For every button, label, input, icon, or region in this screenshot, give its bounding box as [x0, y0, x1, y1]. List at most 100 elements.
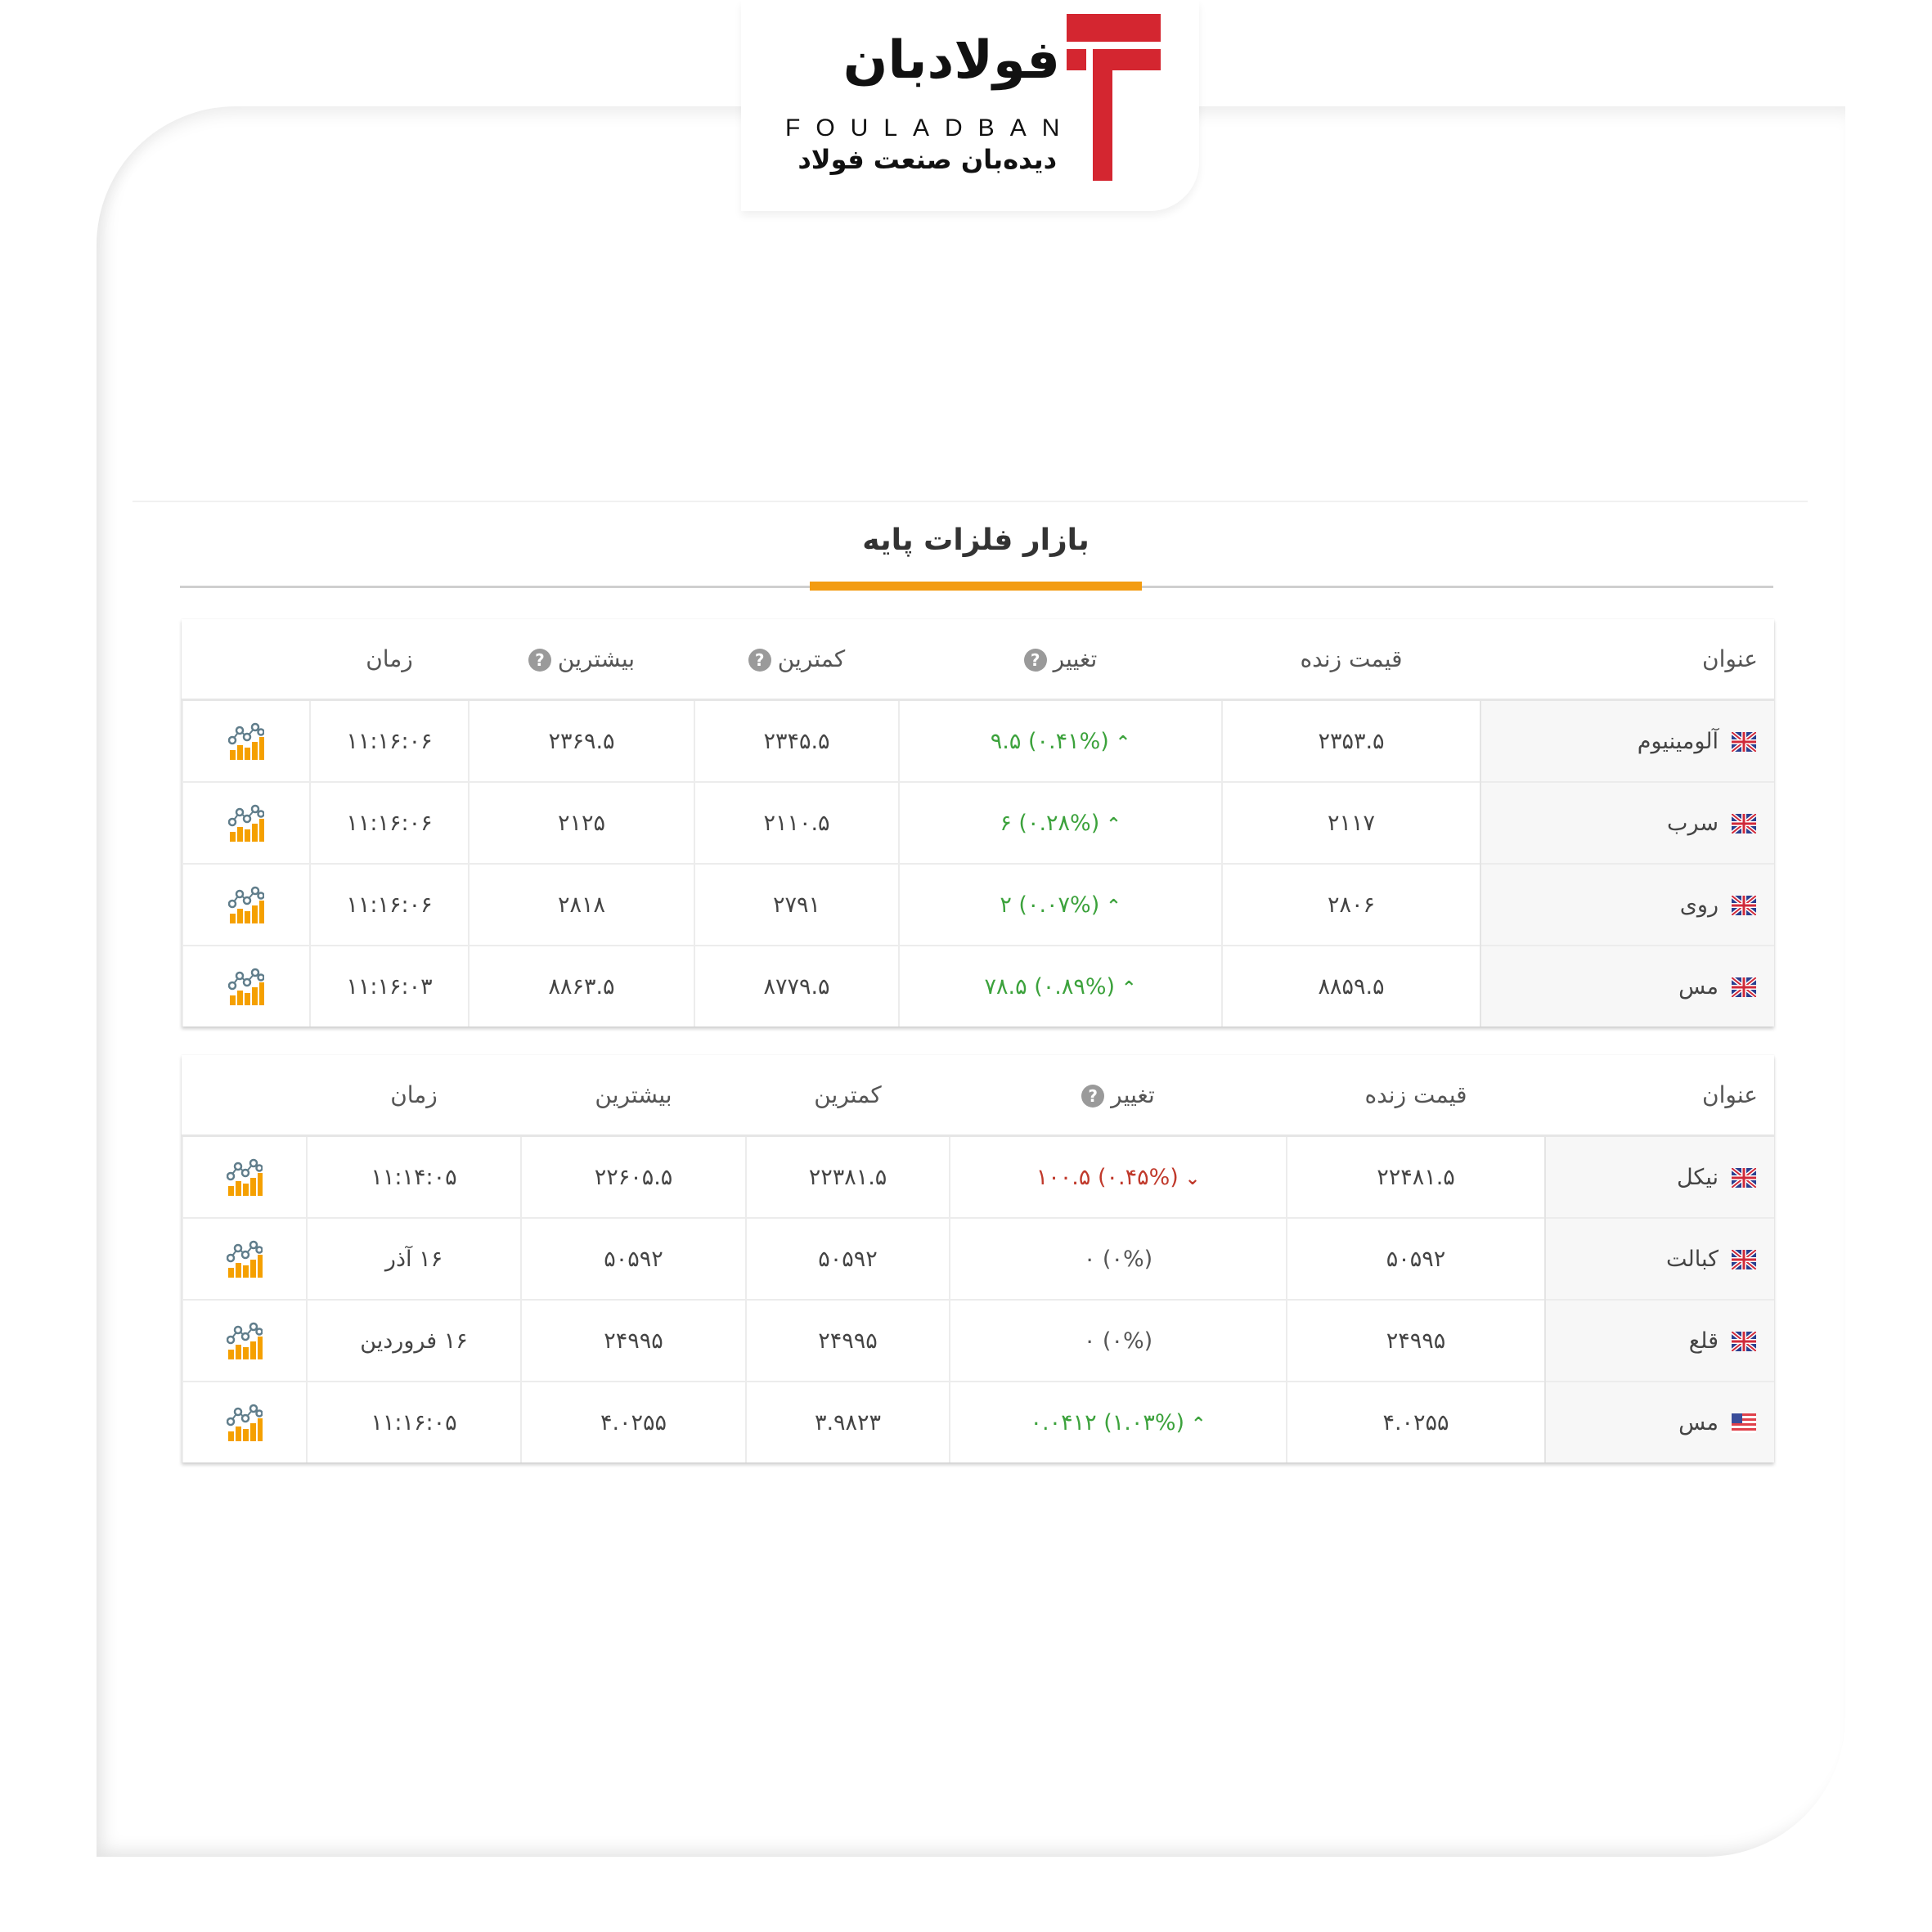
logo-tagline: دیده‌بان صنعت فولاد	[798, 144, 1057, 175]
chart-cell	[182, 863, 310, 946]
column-header-time: زمان	[307, 1055, 521, 1137]
table-row[interactable]: مس ۸۸۵۹.۵ ۷۸.۵ (۰.۸۹%) ⌃ ۸۷۷۹.۵ ۸۸۶۳.۵ ۱۱…	[182, 945, 1774, 1027]
table-row[interactable]: قلع ۲۴۹۹۵ ۰ (۰%) ۲۴۹۹۵ ۲۴۹۹۵ ۱۶ فروردین	[182, 1299, 1774, 1382]
column-header-chart	[182, 1055, 307, 1137]
uk-flag-icon	[1730, 894, 1758, 917]
column-header-label: قیمت زنده	[1300, 645, 1403, 672]
min-price: ۲۳۴۵.۵	[694, 699, 899, 782]
metal-name-cell: مس	[1480, 945, 1774, 1027]
uk-flag-icon	[1730, 1248, 1758, 1271]
metal-name-cell: نیکل	[1544, 1134, 1774, 1218]
change-cell: ۲ (۰.۰۷%) ⌃	[898, 863, 1222, 946]
help-icon[interactable]: ?	[528, 649, 551, 672]
change-value: ۷۸.۵ (۰.۸۹%)	[984, 973, 1116, 1000]
update-time: ۱۱:۱۶:۰۶	[309, 781, 469, 864]
column-header-label: تغییر	[1053, 645, 1098, 672]
update-time: ۱۶ آذر	[306, 1217, 521, 1300]
us-flag-icon	[1732, 1413, 1756, 1433]
change-cell: ۱۰۰.۵ (۰.۴۵%) ⌄	[949, 1134, 1287, 1218]
update-time: ۱۱:۱۶:۰۶	[309, 863, 469, 946]
metal-name-cell: قلع	[1544, 1299, 1774, 1382]
help-icon[interactable]: ?	[748, 649, 771, 672]
max-price: ۸۸۶۳.۵	[468, 945, 694, 1027]
metal-name: سرب	[1667, 810, 1719, 836]
logo-mark	[1093, 70, 1112, 181]
chart-icon[interactable]	[227, 968, 265, 1005]
arrow-up-icon: ⌃	[1106, 896, 1121, 917]
change-value: ۱۰۰.۵ (۰.۴۵%)	[1036, 1164, 1179, 1190]
change-value: ۹.۵ (۰.۴۱%)	[990, 728, 1109, 754]
column-header-title: عنوان	[1545, 1055, 1774, 1137]
max-price: ۵۰۵۹۲	[520, 1217, 746, 1300]
change-value: ۰ (۰%)	[1083, 1246, 1153, 1272]
min-price: ۲۴۹۹۵	[745, 1299, 950, 1382]
change-cell: ۹.۵ (۰.۴۱%) ⌃	[898, 699, 1222, 782]
table-row[interactable]: کبالت ۵۰۵۹۲ ۰ (۰%) ۵۰۵۹۲ ۵۰۵۹۲ ۱۶ آذر	[182, 1217, 1774, 1300]
live-price: ۵۰۵۹۲	[1286, 1217, 1545, 1300]
min-price: ۳.۹۸۲۳	[745, 1381, 950, 1462]
logo-persian-wordmark: فولادبان	[842, 30, 1060, 91]
active-tab-indicator	[810, 582, 1142, 591]
column-header-title: عنوان	[1480, 619, 1774, 701]
arrow-up-icon: ⌃	[1191, 1413, 1206, 1435]
table-row[interactable]: آلومینیوم ۲۳۵۳.۵ ۹.۵ (۰.۴۱%) ⌃ ۲۳۴۵.۵ ۲۳۶…	[182, 699, 1774, 782]
table-row[interactable]: سرب ۲۱۱۷ ۶ (۰.۲۸%) ⌃ ۲۱۱۰.۵ ۲۱۲۵ ۱۱:۱۶:۰۶	[182, 781, 1774, 864]
table-row[interactable]: روی ۲۸۰۶ ۲ (۰.۰۷%) ⌃ ۲۷۹۱ ۲۸۱۸ ۱۱:۱۶:۰۶	[182, 863, 1774, 946]
table-row[interactable]: نیکل ۲۲۴۸۱.۵ ۱۰۰.۵ (۰.۴۵%) ⌄ ۲۲۳۸۱.۵ ۲۲۶۰…	[182, 1134, 1774, 1218]
logo-english-wordmark: FOULADBAN	[785, 115, 1076, 142]
chart-icon[interactable]	[227, 722, 265, 760]
metals-table-2: عنوان قیمت زنده تغییر? کمترین بیشترین زمان نی…	[182, 1055, 1774, 1462]
live-price: ۸۸۵۹.۵	[1221, 945, 1480, 1027]
chart-cell	[182, 1381, 307, 1462]
table-row[interactable]: مس ۴.۰۲۵۵ ۰.۰۴۱۲ (۱.۰۳%) ⌃ ۳.۹۸۲۳ ۴.۰۲۵۵ …	[182, 1381, 1774, 1462]
chart-icon[interactable]	[227, 804, 265, 842]
chart-cell	[182, 781, 310, 864]
update-time: ۱۱:۱۶:۰۶	[309, 699, 469, 782]
live-price: ۲۲۴۸۱.۵	[1286, 1134, 1545, 1218]
column-header-label: کمترین	[814, 1081, 882, 1108]
metal-name-cell: مس	[1544, 1381, 1774, 1462]
column-header-min: کمترین?	[694, 619, 899, 701]
column-header-label: زمان	[366, 645, 413, 672]
arrow-up-icon: ⌃	[1106, 814, 1121, 835]
change-value: ۰ (۰%)	[1083, 1328, 1153, 1354]
metal-name: کبالت	[1666, 1246, 1719, 1272]
logo-mark	[1093, 49, 1161, 70]
chart-icon[interactable]	[226, 1404, 263, 1441]
fouladban-logo: فولادبان FOULADBAN دیده‌بان صنعت فولاد	[741, 0, 1199, 211]
column-header-label: زمان	[390, 1081, 438, 1108]
metal-name-cell: سرب	[1480, 781, 1774, 864]
change-cell: ۶ (۰.۲۸%) ⌃	[898, 781, 1222, 864]
column-header-label: بیشترین	[557, 645, 636, 672]
chart-icon[interactable]	[226, 1158, 263, 1196]
section-title: بازار فلزات پایه	[862, 523, 1090, 557]
uk-flag-icon	[1730, 812, 1758, 835]
metal-name-cell: روی	[1480, 863, 1774, 946]
help-icon[interactable]: ?	[1081, 1085, 1105, 1108]
metal-name: مس	[1678, 1409, 1719, 1436]
chart-icon[interactable]	[226, 1240, 263, 1278]
min-price: ۵۰۵۹۲	[745, 1217, 950, 1300]
column-header-price: قیمت زنده	[1222, 619, 1480, 701]
column-header-label: قیمت زنده	[1364, 1081, 1467, 1108]
update-time: ۱۱:۱۶:۰۳	[309, 945, 469, 1027]
change-cell: ۰ (۰%)	[949, 1299, 1287, 1382]
chart-cell	[182, 1134, 307, 1218]
divider	[133, 501, 1808, 502]
table-header-row: عنوان قیمت زنده تغییر? کمترین? بیشترین? زمان	[182, 619, 1774, 701]
column-header-min: کمترین	[746, 1055, 950, 1137]
help-icon[interactable]: ?	[1023, 649, 1047, 672]
arrow-down-icon: ⌄	[1184, 1168, 1201, 1189]
update-time: ۱۶ فروردین	[306, 1299, 521, 1382]
column-header-max: بیشترین	[521, 1055, 746, 1137]
chart-cell	[182, 1299, 307, 1382]
max-price: ۴.۰۲۵۵	[520, 1381, 746, 1462]
change-value: ۲ (۰.۰۷%)	[1000, 892, 1100, 918]
metal-name: قلع	[1688, 1328, 1719, 1354]
change-cell: ۰ (۰%)	[949, 1217, 1287, 1300]
chart-icon[interactable]	[226, 1322, 263, 1359]
max-price: ۲۱۲۵	[468, 781, 694, 864]
chart-icon[interactable]	[227, 886, 265, 923]
column-header-label: عنوان	[1702, 645, 1758, 672]
column-header-label: عنوان	[1702, 1081, 1758, 1108]
